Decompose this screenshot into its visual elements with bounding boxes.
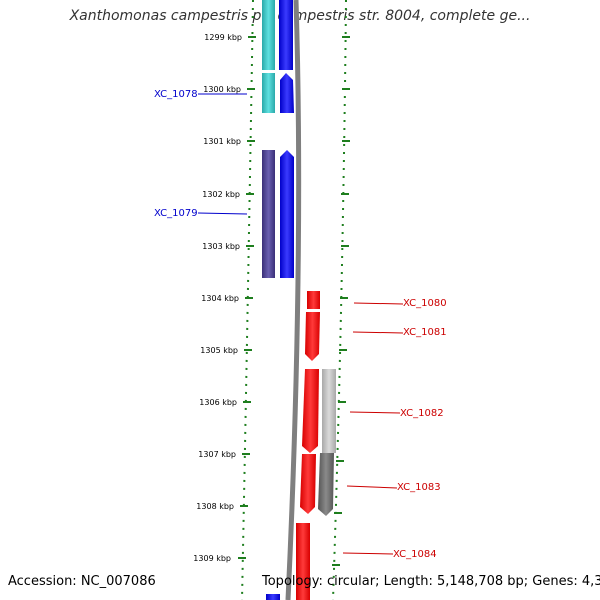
scale-label: 1305 kbp	[200, 346, 238, 355]
scale-label: 1304 kbp	[201, 294, 239, 303]
reverse-strand-track	[296, 291, 320, 600]
forward-strand-track	[266, 0, 294, 600]
gene-feature-cyan[interactable]	[262, 0, 275, 70]
gene-feature-blue[interactable]	[266, 594, 280, 600]
scale-label: 1303 kbp	[202, 242, 240, 251]
scale-label: 1302 kbp	[202, 190, 240, 199]
gene-label-xc-1080[interactable]: XC_1080	[403, 298, 447, 309]
scale-label: 1307 kbp	[198, 450, 236, 459]
category-track	[262, 0, 275, 278]
scale-label: 1308 kbp	[196, 502, 234, 511]
gene-label-xc-1084[interactable]: XC_1084	[393, 549, 437, 560]
gene-feature-blue[interactable]	[279, 0, 293, 70]
gene-feature-indigo[interactable]	[262, 150, 275, 278]
gene-feature-red[interactable]	[307, 291, 320, 309]
gene-feature-red[interactable]	[302, 369, 319, 453]
scale-label: 1301 kbp	[203, 137, 241, 146]
topology-label: Topology: circular; Length: 5,148,708 bp…	[262, 574, 600, 589]
gene-feature-red[interactable]	[305, 312, 320, 361]
gene-feature-blue[interactable]	[280, 73, 294, 113]
gene-label-xc-1082[interactable]: XC_1082	[400, 408, 444, 419]
gene-label-xc-1081[interactable]: XC_1081	[403, 327, 447, 338]
map-title: Xanthomonas campestris pv. campestris st…	[69, 8, 531, 24]
scale-label: 1300 kbp	[203, 85, 241, 94]
leader-line	[342, 552, 394, 555]
gene-feature-red[interactable]	[300, 454, 316, 514]
gene-feature-gray-light[interactable]	[322, 369, 336, 453]
gene-feature-red[interactable]	[296, 523, 310, 600]
gene-feature-gray-dark[interactable]	[318, 453, 334, 516]
genome-backbone	[285, 0, 302, 600]
gene-labels: XC_1078 XC_1079 XC_1080 XC_1081 XC_1082 …	[154, 89, 447, 560]
leader-line	[352, 331, 404, 334]
gene-feature-blue[interactable]	[280, 150, 294, 278]
scale-label: 1309 kbp	[193, 554, 231, 563]
accession-label: Accession: NC_007086	[8, 574, 156, 589]
gene-label-xc-1079[interactable]: XC_1079	[154, 208, 198, 219]
leader-line	[346, 485, 398, 489]
gene-label-xc-1083[interactable]: XC_1083	[397, 482, 441, 493]
leader-line	[197, 212, 248, 215]
gene-feature-cyan[interactable]	[262, 73, 275, 113]
leader-line	[353, 302, 404, 305]
leader-line	[349, 411, 401, 414]
scale-label: 1306 kbp	[199, 398, 237, 407]
gene-label-xc-1078[interactable]: XC_1078	[154, 89, 198, 100]
scale-label: 1299 kbp	[204, 33, 242, 42]
scale-ruler: 1299 kbp 1300 kbp 1301 kbp 1302 kbp 1303…	[193, 33, 350, 566]
content-track	[318, 369, 336, 516]
